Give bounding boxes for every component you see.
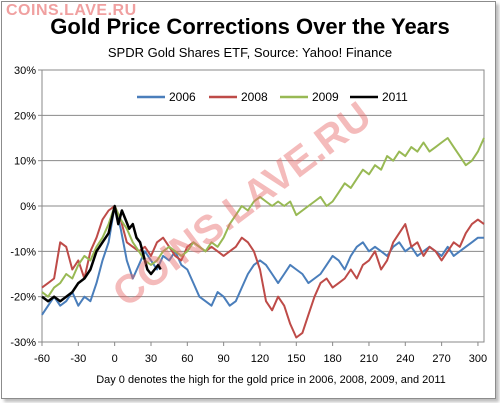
x-tick-label: 90 (218, 353, 230, 365)
x-tick-label: -30 (70, 353, 86, 365)
y-tick-label: -30% (10, 337, 36, 349)
legend-label-2006: 2006 (169, 90, 196, 104)
chart-subtitle: SPDR Gold Shares ETF, Source: Yahoo! Fin… (107, 45, 393, 60)
legend-label-2008: 2008 (241, 90, 268, 104)
chart-title: Gold Price Corrections Over the Years (50, 14, 450, 39)
y-tick-label: 30% (14, 65, 36, 77)
x-tick-label: 240 (396, 353, 414, 365)
x-tick-label: -60 (34, 353, 50, 365)
x-tick-label: 150 (287, 353, 305, 365)
chart-footnote: Day 0 denotes the high for the gold pric… (96, 374, 446, 386)
watermark-text: COINS.LAVE.RU (6, 2, 137, 19)
legend: 2006 2008 2009 2011 (137, 90, 408, 104)
x-tick-label: 210 (360, 353, 378, 365)
series-layer (41, 137, 485, 339)
legend-label-2009: 2009 (312, 90, 339, 104)
y-tick-label: -20% (10, 292, 36, 304)
x-tick-label: 180 (323, 353, 341, 365)
x-tick-label: 0 (112, 353, 118, 365)
y-tick-label: 20% (14, 110, 36, 122)
axis-layer: 30% 20% 10% 0% -10% -20% -30% -60 -30 0 30 60 90 120 1… (10, 65, 487, 365)
series-line-2011 (41, 204, 162, 303)
x-tick-label: 30 (145, 353, 157, 365)
x-tick-label: 60 (181, 353, 193, 365)
chart-frame (1, 1, 496, 399)
x-tick-label: 300 (469, 353, 487, 365)
y-tick-label: -10% (10, 246, 36, 258)
x-tick-label: 120 (251, 353, 269, 365)
y-tick-label: 0% (20, 201, 36, 213)
y-tick-label: 10% (14, 156, 36, 168)
x-tick-label: 270 (432, 353, 450, 365)
legend-label-2011: 2011 (382, 90, 408, 104)
